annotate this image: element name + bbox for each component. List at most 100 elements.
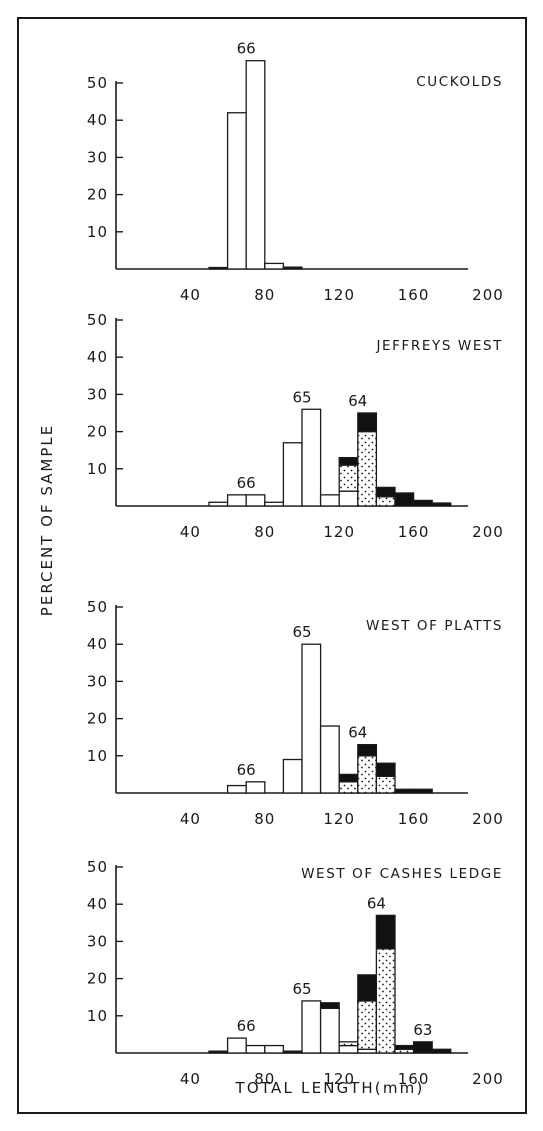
bar-segment-solid bbox=[208, 266, 229, 270]
x-tick-label: 40 bbox=[180, 523, 201, 541]
x-tick-label: 120 bbox=[323, 1070, 355, 1088]
bar-segment-open bbox=[338, 490, 359, 507]
x-tick-label: 120 bbox=[323, 523, 355, 541]
panel-title: CUCKOLDS bbox=[416, 74, 503, 90]
x-tick-label: 80 bbox=[254, 286, 275, 304]
bar-segment-open bbox=[282, 442, 303, 507]
bar-annotation: 65 bbox=[292, 980, 311, 998]
y-tick-label: 10 bbox=[87, 747, 108, 765]
x-tick-label: 80 bbox=[254, 1070, 275, 1088]
bar-segment-solid bbox=[282, 1050, 303, 1054]
bar-segment-solid bbox=[412, 1041, 433, 1054]
y-tick-label: 20 bbox=[87, 186, 108, 204]
bar-segment-solid bbox=[412, 499, 433, 507]
x-tick-label: 160 bbox=[398, 523, 430, 541]
bar-annotation: 64 bbox=[348, 392, 367, 410]
x-tick-label: 200 bbox=[472, 286, 504, 304]
bar-segment-open bbox=[264, 1044, 285, 1054]
bar-segment-stippled bbox=[357, 430, 378, 507]
x-tick-label: 120 bbox=[323, 286, 355, 304]
y-tick-label: 30 bbox=[87, 148, 108, 166]
bar-annotation: 66 bbox=[237, 474, 256, 492]
y-tick-label: 10 bbox=[87, 460, 108, 478]
y-tick-label: 30 bbox=[87, 385, 108, 403]
bar-annotation: 66 bbox=[237, 1017, 256, 1035]
y-tick-label: 40 bbox=[87, 348, 108, 366]
histogram-panels: 10 20 30 40 50 40 80 120 160 200 CUCKOLDS 66 10 20 30 4… bbox=[87, 40, 504, 1088]
x-tick-label: 40 bbox=[180, 810, 201, 828]
y-tick-label: 30 bbox=[87, 932, 108, 950]
bar-segment-open bbox=[301, 643, 322, 794]
y-tick-label: 30 bbox=[87, 672, 108, 690]
y-tick-label: 40 bbox=[87, 635, 108, 653]
bar-segment-open bbox=[319, 1007, 340, 1054]
x-tick-label: 80 bbox=[254, 810, 275, 828]
x-tick-label: 40 bbox=[180, 286, 201, 304]
bar-segment-open bbox=[226, 784, 247, 794]
panel-2: 10 20 30 40 50 40 80 120 160 200 JEFFREYS WEST 66 65… bbox=[87, 311, 503, 541]
bar-segment-stippled bbox=[375, 948, 396, 1054]
bar-annotation: 64 bbox=[367, 894, 386, 912]
bar-segment-open bbox=[245, 60, 266, 270]
bar-segment-solid bbox=[357, 974, 378, 1002]
panel-1: 10 20 30 40 50 40 80 120 160 200 CUCKOLDS 66 bbox=[87, 40, 504, 304]
y-tick-label: 50 bbox=[87, 74, 108, 92]
x-tick-label: 160 bbox=[398, 1070, 430, 1088]
bar-segment-open bbox=[226, 112, 247, 270]
y-tick-label: 50 bbox=[87, 858, 108, 876]
bar-annotation: 65 bbox=[292, 623, 311, 641]
bar-segment-open bbox=[245, 781, 266, 794]
bar-segment-solid bbox=[357, 743, 378, 757]
bar-segment-solid bbox=[431, 502, 452, 507]
bar-segment-stippled bbox=[375, 496, 396, 507]
bar-segment-stippled bbox=[375, 775, 396, 794]
bar-segment-stippled bbox=[338, 1041, 359, 1047]
x-tick-label: 120 bbox=[323, 810, 355, 828]
bar-segment-open bbox=[319, 725, 340, 794]
y-tick-label: 50 bbox=[87, 311, 108, 329]
x-tick-label: 80 bbox=[254, 523, 275, 541]
y-tick-label: 40 bbox=[87, 895, 108, 913]
bar-segment-open bbox=[301, 408, 322, 507]
bar-segment-solid bbox=[375, 486, 396, 498]
bar-segment-solid bbox=[208, 1050, 229, 1054]
bar-segment-solid bbox=[412, 788, 433, 794]
bar-segment-solid bbox=[394, 788, 415, 794]
bar-annotation: 65 bbox=[292, 388, 311, 406]
panel-title: WEST OF PLATTS bbox=[366, 618, 503, 634]
y-tick-label: 20 bbox=[87, 423, 108, 441]
bar-segment-stippled bbox=[338, 781, 359, 794]
panel-4: 10 20 30 40 50 40 80 120 160 200 WEST OF CASHES LE… bbox=[87, 858, 504, 1088]
x-tick-label: 40 bbox=[180, 1070, 201, 1088]
y-tick-label: 10 bbox=[87, 223, 108, 241]
bar-segment-open bbox=[282, 758, 303, 794]
bar-segment-open bbox=[208, 501, 229, 507]
x-axis-label: TOTAL LENGTH(mm) bbox=[234, 1079, 424, 1097]
bar-segment-solid bbox=[375, 914, 396, 950]
bar-segment-stippled bbox=[338, 464, 359, 492]
panel-title: JEFFREYS WEST bbox=[375, 338, 503, 354]
x-tick-label: 200 bbox=[472, 1070, 504, 1088]
bar-segment-solid bbox=[431, 1048, 452, 1054]
bar-annotation: 66 bbox=[237, 761, 256, 779]
y-tick-label: 20 bbox=[87, 710, 108, 728]
bar-segment-solid bbox=[375, 762, 396, 777]
bar-segment-open bbox=[245, 1044, 266, 1054]
x-tick-label: 200 bbox=[472, 810, 504, 828]
panel-3: 10 20 30 40 50 40 80 120 160 200 WEST OF PLATTS 66 6… bbox=[87, 598, 504, 828]
bar-segment-open bbox=[226, 1037, 247, 1054]
bar-segment-solid bbox=[319, 1002, 340, 1010]
y-tick-label: 40 bbox=[87, 111, 108, 129]
bar-segment-stippled bbox=[357, 1000, 378, 1050]
bar-segment-stippled bbox=[357, 755, 378, 794]
bar-annotation: 63 bbox=[413, 1021, 432, 1039]
bar-segment-open bbox=[301, 1000, 322, 1054]
bar-segment-solid bbox=[357, 412, 378, 433]
bar-annotation: 64 bbox=[348, 724, 367, 742]
y-tick-label: 50 bbox=[87, 598, 108, 616]
bar-segment-solid bbox=[394, 1044, 415, 1050]
bar-segment-open bbox=[264, 262, 285, 270]
y-tick-label: 10 bbox=[87, 1007, 108, 1025]
panel-title: WEST OF CASHES LEDGE bbox=[301, 866, 503, 882]
